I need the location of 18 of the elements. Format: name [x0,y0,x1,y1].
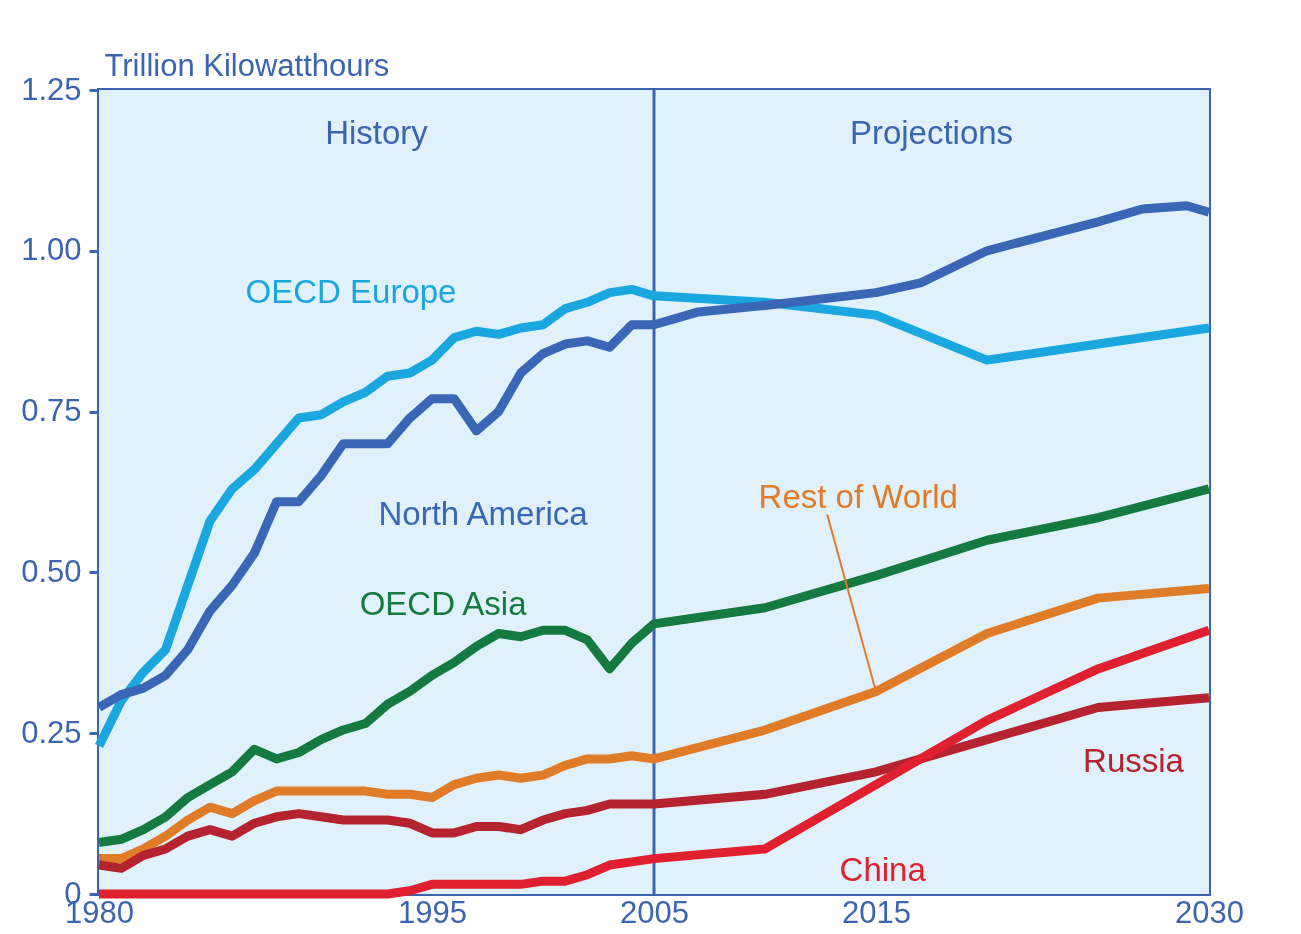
series-label: North America [378,494,589,532]
band-label: Projections [849,114,1014,151]
y-tick-label: 1.25 [21,71,82,107]
y-tick-label: 0.75 [21,393,82,429]
x-tick-label: 2005 [620,894,689,930]
x-tick-label: 2015 [842,894,911,930]
y-tick-label: 1.00 [21,232,82,268]
series-label: China [839,851,927,889]
series-label: Russia [1083,742,1185,780]
x-tick-label: 1995 [398,894,467,930]
y-tick-label: 0.50 [21,553,82,589]
series-label: OECD Europe [245,272,457,310]
band-label: History [325,114,429,151]
y-tick-label: 0.25 [21,714,82,750]
x-tick-label: 2030 [1175,894,1244,930]
series-label: OECD Asia [359,584,528,622]
y-axis-title: Trillion Kilowatthours [104,47,390,83]
text: Rest of World [758,478,958,516]
